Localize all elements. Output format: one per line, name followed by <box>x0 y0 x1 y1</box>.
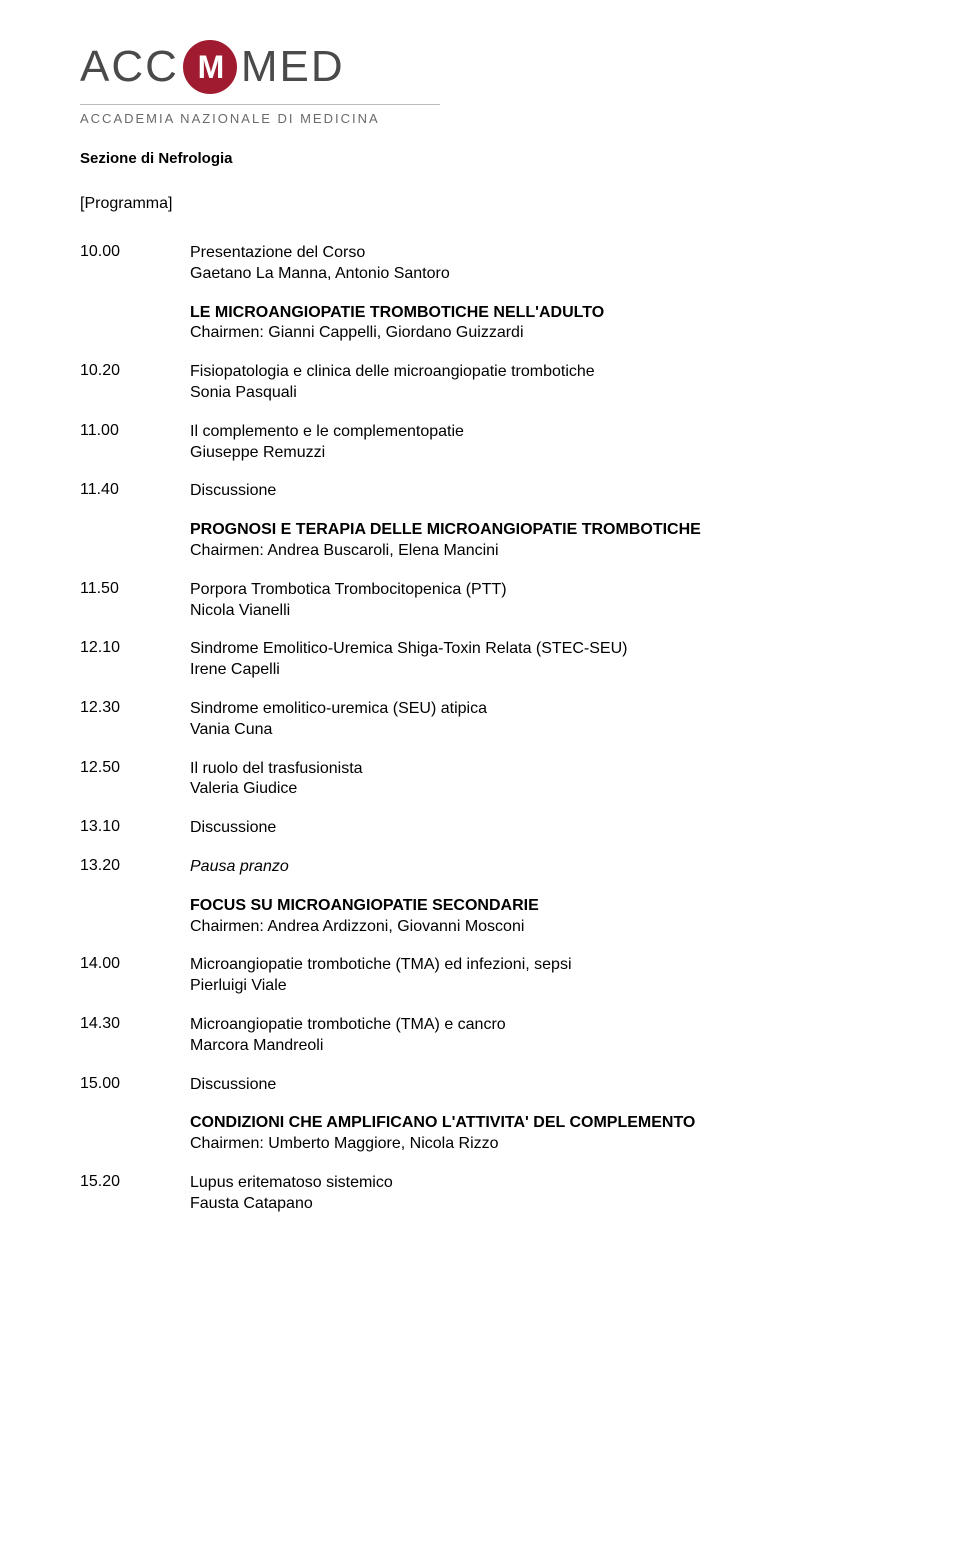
schedule-line: Sindrome Emolitico-Uremica Shiga-Toxin R… <box>190 639 960 660</box>
schedule-row: 15.20Lupus eritematoso sistemicoFausta C… <box>80 1173 960 1233</box>
logo-circle-letter: M <box>198 49 223 86</box>
schedule-row: CONDIZIONI CHE AMPLIFICANO L'ATTIVITA' D… <box>80 1113 960 1173</box>
desc-cell: Discussione <box>190 818 960 857</box>
schedule-line: Chairmen: Umberto Maggiore, Nicola Rizzo <box>190 1134 960 1155</box>
schedule-line: Vania Cuna <box>190 720 960 741</box>
schedule-line: Valeria Giudice <box>190 779 960 800</box>
schedule-line: PROGNOSI E TERAPIA DELLE MICROANGIOPATIE… <box>190 520 960 541</box>
logo-circle-icon: M <box>183 40 237 94</box>
schedule-line: Presentazione del Corso <box>190 243 960 264</box>
schedule-row: LE MICROANGIOPATIE TROMBOTICHE NELL'ADUL… <box>80 303 960 363</box>
schedule-line: Discussione <box>190 1075 960 1096</box>
schedule-line: Discussione <box>190 818 960 839</box>
schedule-line: LE MICROANGIOPATIE TROMBOTICHE NELL'ADUL… <box>190 303 960 324</box>
schedule-line: Fisiopatologia e clinica delle microangi… <box>190 362 960 383</box>
schedule-row: 10.00Presentazione del CorsoGaetano La M… <box>80 243 960 303</box>
time-cell <box>80 1113 190 1173</box>
schedule-line: Sindrome emolitico-uremica (SEU) atipica <box>190 699 960 720</box>
time-cell <box>80 896 190 956</box>
desc-cell: CONDIZIONI CHE AMPLIFICANO L'ATTIVITA' D… <box>190 1113 960 1173</box>
desc-cell: Porpora Trombotica Trombocitopenica (PTT… <box>190 580 960 640</box>
time-cell: 12.30 <box>80 699 190 759</box>
schedule-line: Microangiopatie trombotiche (TMA) ed inf… <box>190 955 960 976</box>
desc-cell: Pausa pranzo <box>190 857 960 896</box>
schedule-line: Porpora Trombotica Trombocitopenica (PTT… <box>190 580 960 601</box>
schedule-line: FOCUS SU MICROANGIOPATIE SECONDARIE <box>190 896 960 917</box>
time-cell: 13.20 <box>80 857 190 896</box>
schedule-row: 12.50Il ruolo del trasfusionistaValeria … <box>80 759 960 819</box>
time-cell: 15.00 <box>80 1075 190 1114</box>
logo-text-left: ACC <box>80 42 179 92</box>
logo-subtitle-block: ACCADEMIA NAZIONALE DI MEDICINA <box>80 104 960 126</box>
schedule-row: PROGNOSI E TERAPIA DELLE MICROANGIOPATIE… <box>80 520 960 580</box>
schedule-line: Gaetano La Manna, Antonio Santoro <box>190 264 960 285</box>
schedule-row: 10.20Fisiopatologia e clinica delle micr… <box>80 362 960 422</box>
time-cell <box>80 520 190 580</box>
time-cell: 14.00 <box>80 955 190 1015</box>
time-cell: 14.30 <box>80 1015 190 1075</box>
schedule-line: Marcora Mandreoli <box>190 1036 960 1057</box>
program-label: [Programma] <box>80 195 960 213</box>
desc-cell: PROGNOSI E TERAPIA DELLE MICROANGIOPATIE… <box>190 520 960 580</box>
desc-cell: Microangiopatie trombotiche (TMA) ed inf… <box>190 955 960 1015</box>
section-title: Sezione di Nefrologia <box>80 150 960 167</box>
schedule-line: Fausta Catapano <box>190 1194 960 1215</box>
schedule-line: Chairmen: Gianni Cappelli, Giordano Guiz… <box>190 323 960 344</box>
desc-cell: Sindrome emolitico-uremica (SEU) atipica… <box>190 699 960 759</box>
schedule-line: CONDIZIONI CHE AMPLIFICANO L'ATTIVITA' D… <box>190 1113 960 1134</box>
schedule-row: 11.50Porpora Trombotica Trombocitopenica… <box>80 580 960 640</box>
schedule-line: Il complemento e le complementopatie <box>190 422 960 443</box>
desc-cell: LE MICROANGIOPATIE TROMBOTICHE NELL'ADUL… <box>190 303 960 363</box>
desc-cell: Sindrome Emolitico-Uremica Shiga-Toxin R… <box>190 639 960 699</box>
desc-cell: Discussione <box>190 1075 960 1114</box>
time-cell: 13.10 <box>80 818 190 857</box>
schedule-line: Giuseppe Remuzzi <box>190 443 960 464</box>
schedule-line: Irene Capelli <box>190 660 960 681</box>
time-cell: 12.50 <box>80 759 190 819</box>
schedule-line: Microangiopatie trombotiche (TMA) e canc… <box>190 1015 960 1036</box>
desc-cell: Microangiopatie trombotiche (TMA) e canc… <box>190 1015 960 1075</box>
desc-cell: Il ruolo del trasfusionistaValeria Giudi… <box>190 759 960 819</box>
time-cell: 10.00 <box>80 243 190 303</box>
schedule-line: Pierluigi Viale <box>190 976 960 997</box>
desc-cell: Presentazione del CorsoGaetano La Manna,… <box>190 243 960 303</box>
schedule-line: Pausa pranzo <box>190 857 960 878</box>
schedule-row: 12.30Sindrome emolitico-uremica (SEU) at… <box>80 699 960 759</box>
schedule-row: 14.30Microangiopatie trombotiche (TMA) e… <box>80 1015 960 1075</box>
desc-cell: FOCUS SU MICROANGIOPATIE SECONDARIEChair… <box>190 896 960 956</box>
schedule-row: 13.20Pausa pranzo <box>80 857 960 896</box>
logo-block: ACC M MED ACCADEMIA NAZIONALE DI MEDICIN… <box>80 40 960 126</box>
schedule-line: Discussione <box>190 481 960 502</box>
schedule-line: Lupus eritematoso sistemico <box>190 1173 960 1194</box>
time-cell: 11.40 <box>80 481 190 520</box>
logo-divider <box>80 104 440 105</box>
desc-cell: Il complemento e le complementopatieGius… <box>190 422 960 482</box>
schedule-row: 11.40Discussione <box>80 481 960 520</box>
schedule-row: 14.00Microangiopatie trombotiche (TMA) e… <box>80 955 960 1015</box>
time-cell: 11.50 <box>80 580 190 640</box>
schedule-row: 13.10Discussione <box>80 818 960 857</box>
schedule-row: 15.00Discussione <box>80 1075 960 1114</box>
schedule-line: Il ruolo del trasfusionista <box>190 759 960 780</box>
time-cell <box>80 303 190 363</box>
schedule-line: Nicola Vianelli <box>190 601 960 622</box>
schedule-line: Sonia Pasquali <box>190 383 960 404</box>
logo-subtitle: ACCADEMIA NAZIONALE DI MEDICINA <box>80 111 380 126</box>
time-cell: 10.20 <box>80 362 190 422</box>
schedule-table: 10.00Presentazione del CorsoGaetano La M… <box>80 243 960 1233</box>
desc-cell: Discussione <box>190 481 960 520</box>
time-cell: 11.00 <box>80 422 190 482</box>
logo-row: ACC M MED <box>80 40 960 94</box>
schedule-row: 12.10Sindrome Emolitico-Uremica Shiga-To… <box>80 639 960 699</box>
schedule-row: 11.00Il complemento e le complementopati… <box>80 422 960 482</box>
desc-cell: Fisiopatologia e clinica delle microangi… <box>190 362 960 422</box>
schedule-line: Chairmen: Andrea Ardizzoni, Giovanni Mos… <box>190 917 960 938</box>
schedule-row: FOCUS SU MICROANGIOPATIE SECONDARIEChair… <box>80 896 960 956</box>
desc-cell: Lupus eritematoso sistemicoFausta Catapa… <box>190 1173 960 1233</box>
time-cell: 15.20 <box>80 1173 190 1233</box>
logo-text-right: MED <box>241 42 345 92</box>
schedule-line: Chairmen: Andrea Buscaroli, Elena Mancin… <box>190 541 960 562</box>
time-cell: 12.10 <box>80 639 190 699</box>
